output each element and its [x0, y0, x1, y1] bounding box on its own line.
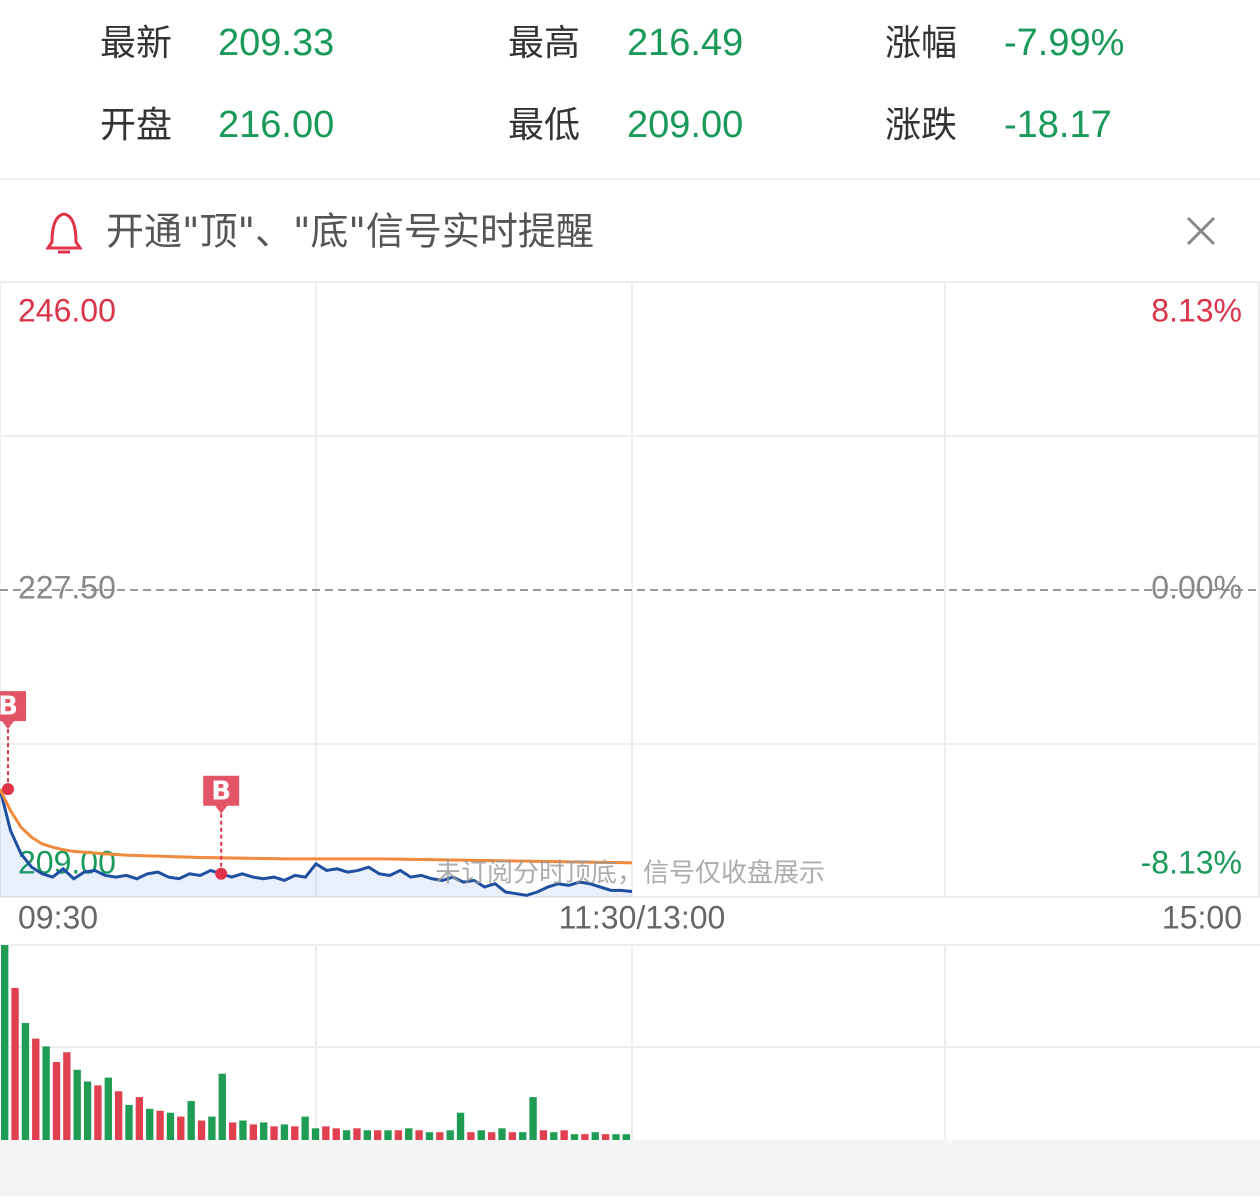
- volume-bar: [550, 1132, 558, 1140]
- banner-text: 开通"顶"、"底"信号实时提醒: [106, 210, 594, 254]
- volume-bar: [239, 1120, 247, 1140]
- volume-bar: [228, 1122, 237, 1140]
- volume-bar: [519, 1132, 527, 1140]
- volume-bar: [52, 1062, 61, 1140]
- stat-label: 最低: [508, 105, 580, 146]
- stat-label: 最高: [508, 23, 580, 64]
- volume-bar: [446, 1130, 454, 1140]
- volume-bar: [21, 1023, 30, 1140]
- volume-bar: [177, 1116, 185, 1140]
- stat-label: 最新: [100, 23, 172, 64]
- volume-bar: [332, 1128, 340, 1140]
- volume-bar: [477, 1130, 485, 1140]
- volume-bar: [560, 1130, 568, 1140]
- stat-label: 涨跌: [885, 105, 957, 146]
- watermark: 未订阅分时顶底，信号仅收盘展示: [435, 859, 825, 889]
- volume-bar: [415, 1130, 423, 1140]
- volume-bar: [436, 1132, 444, 1140]
- volume-bar: [280, 1124, 289, 1140]
- volume-bar: [467, 1132, 475, 1140]
- signal-label: B: [211, 776, 231, 806]
- volume-bar: [353, 1128, 361, 1140]
- y2-tick-label: 0.00%: [1151, 569, 1242, 605]
- volume-bar: [218, 1073, 226, 1140]
- volume-bar: [156, 1110, 164, 1140]
- volume-bar: [342, 1130, 351, 1140]
- signal-badge: [0, 691, 26, 730]
- volume-bar: [570, 1134, 579, 1140]
- volume-bar: [425, 1132, 434, 1140]
- y-tick-label: 227.50: [18, 569, 116, 605]
- divider: [0, 178, 1260, 180]
- volume-bar: [529, 1097, 537, 1140]
- bell-icon: [45, 212, 83, 254]
- volume-bar: [32, 1038, 40, 1140]
- volume-bar: [42, 1046, 50, 1140]
- volume-bar: [83, 1081, 92, 1140]
- volume-bar: [146, 1108, 154, 1140]
- close-button[interactable]: [1186, 216, 1216, 246]
- volume-bar: [591, 1132, 599, 1140]
- y2-tick-label: -8.13%: [1141, 844, 1242, 880]
- volume-bar: [63, 1052, 71, 1140]
- x-tick-label: 11:30/13:00: [559, 899, 726, 935]
- stat-label: 开盘: [100, 105, 172, 146]
- volume-bar: [208, 1116, 216, 1140]
- volume-bar: [601, 1134, 610, 1140]
- stat-label: 涨幅: [885, 23, 957, 64]
- volume-bar: [94, 1085, 102, 1140]
- volume-bar: [197, 1120, 206, 1140]
- footer-strip: [0, 1140, 1260, 1196]
- volume-bar: [405, 1128, 413, 1140]
- stat-value: 216.49: [627, 22, 743, 64]
- volume-bar: [114, 1091, 123, 1140]
- x-tick-label: 09:30: [18, 899, 98, 935]
- volume-bar: [322, 1126, 330, 1140]
- volume-bar: [581, 1134, 589, 1140]
- volume-bar: [384, 1130, 392, 1140]
- volume-bar: [11, 987, 19, 1140]
- volume-bar: [301, 1116, 309, 1140]
- y2-tick-label: 8.13%: [1151, 292, 1242, 328]
- volume-bar: [291, 1126, 299, 1140]
- signal-dot: [2, 783, 14, 796]
- volume-bar: [612, 1134, 620, 1140]
- volume-bar: [363, 1130, 371, 1140]
- volume-bar: [187, 1101, 195, 1140]
- volume-bar: [311, 1128, 320, 1140]
- alert-banner[interactable]: 开通"顶"、"底"信号实时提醒: [45, 210, 594, 254]
- volume-bar: [104, 1077, 112, 1140]
- volume-bar: [539, 1130, 548, 1140]
- volume-bar: [622, 1134, 630, 1140]
- volume-bar: [1, 945, 9, 1140]
- volume-bar: [270, 1126, 278, 1140]
- volume-bar: [498, 1128, 506, 1140]
- volume-bar: [373, 1130, 382, 1140]
- volume-bar: [508, 1132, 517, 1140]
- volume-bar: [487, 1132, 496, 1140]
- volume-bar: [260, 1122, 268, 1140]
- signal-badge: [203, 775, 240, 814]
- x-tick-label: 15:00: [1162, 899, 1242, 935]
- volume-bar: [135, 1097, 144, 1140]
- signal-dot: [215, 867, 228, 880]
- stat-value: -18.17: [1004, 104, 1112, 146]
- stat-value: 209.00: [627, 104, 743, 146]
- volume-bar: [166, 1112, 175, 1140]
- volume-bar: [125, 1104, 133, 1140]
- y-tick-label: 246.00: [18, 292, 116, 328]
- volume-bar: [456, 1112, 465, 1140]
- stat-value: 216.00: [218, 104, 334, 146]
- volume-bar: [394, 1130, 403, 1140]
- volume-bar: [249, 1124, 258, 1140]
- line-series: [0, 788, 633, 865]
- stat-value: 209.33: [218, 22, 334, 64]
- stat-value: -7.99%: [1004, 22, 1124, 64]
- volume-bar: [73, 1069, 81, 1140]
- signal-label: B: [0, 692, 18, 722]
- line-series: [0, 788, 633, 897]
